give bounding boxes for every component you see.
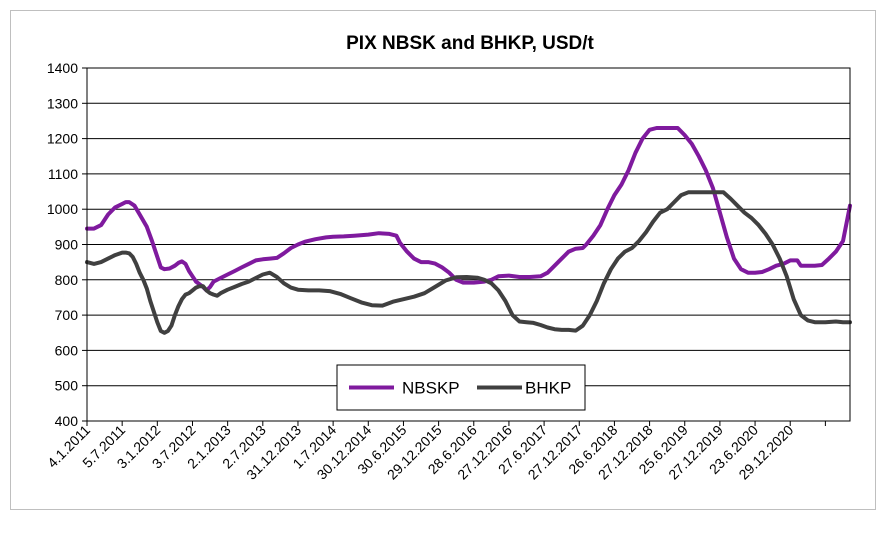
y-axis-ticks: 400 500 600 700 800 900 1000 1100 1200 1300 1400 (47, 60, 87, 429)
series-line-bhkp (85, 190, 852, 335)
chart-frame (10, 10, 876, 510)
y-tick-label: 1300 (47, 95, 78, 111)
legend: NBSKP BHKP (336, 364, 586, 411)
y-tick-label: 700 (55, 307, 79, 323)
legend-label-bhkp: BHKP (525, 379, 571, 398)
x-axis-ticks: 4.1.20115.7.20113.1.20123.7.20122.1.2013… (44, 421, 826, 483)
y-tick-label: 800 (55, 272, 79, 288)
legend-label-nbskp: NBSKP (402, 379, 460, 398)
series-line-nbskp (85, 126, 852, 293)
chart-title: PIX NBSK and BHKP, USD/t (346, 33, 594, 54)
series-lines (85, 126, 852, 335)
y-tick-label: 1400 (47, 60, 78, 76)
y-tick-label: 900 (55, 237, 79, 253)
gridlines (87, 102, 850, 387)
y-tick-label: 500 (55, 378, 79, 394)
y-tick-label: 1000 (47, 201, 78, 217)
y-tick-label: 1200 (47, 131, 78, 147)
y-tick-label: 1100 (48, 166, 78, 182)
plot-area-border (86, 67, 851, 422)
y-tick-label: 400 (55, 413, 79, 429)
y-tick-label: 600 (55, 342, 79, 358)
